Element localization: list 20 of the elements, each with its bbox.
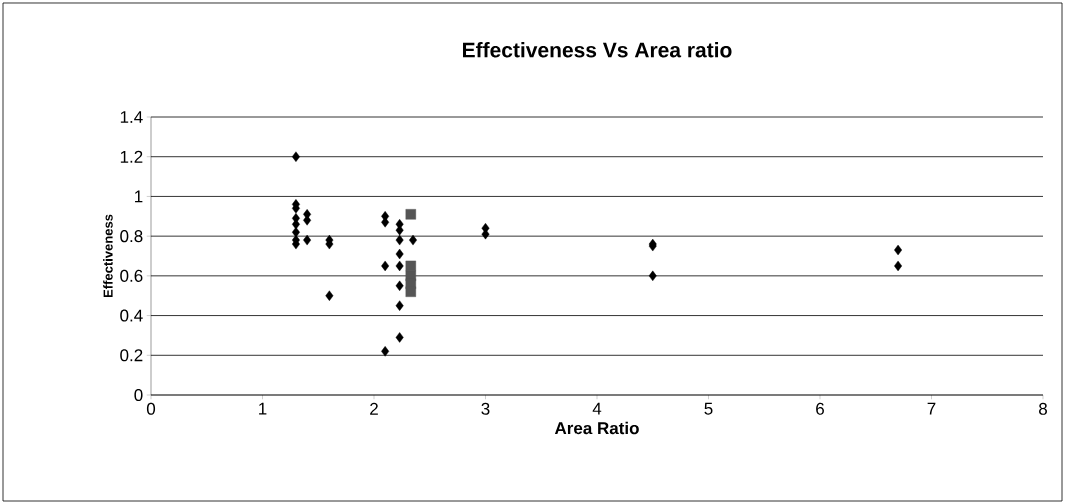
x-tick-label: 1 [259,402,267,415]
x-axis-title: Area Ratio [554,421,639,435]
y-tick-label: 1.4 [120,111,143,123]
x-tick-label: 7 [927,402,936,415]
y-axis-title: Effectiveness [103,214,113,298]
y-tick-label: 0.2 [120,349,143,362]
y-tick-label: 1 [135,190,143,203]
y-tick-label: 1.2 [120,150,143,163]
y-tick-label: 0.6 [120,269,143,282]
x-tick-label: 0 [146,402,156,415]
chart-title: Effectiveness Vs Area ratio [463,42,732,58]
x-tick-label: 6 [816,402,824,415]
x-tick-label: 3 [481,402,490,415]
x-tick-label: 5 [704,402,713,415]
x-tick-label: 2 [370,402,378,415]
y-tick-label: 0.8 [120,230,143,243]
x-tick-label: 4 [592,402,602,415]
x-tick-label: 8 [1039,402,1047,415]
y-tick-label: 0.4 [120,309,143,322]
y-tick-label: 0 [134,388,143,402]
